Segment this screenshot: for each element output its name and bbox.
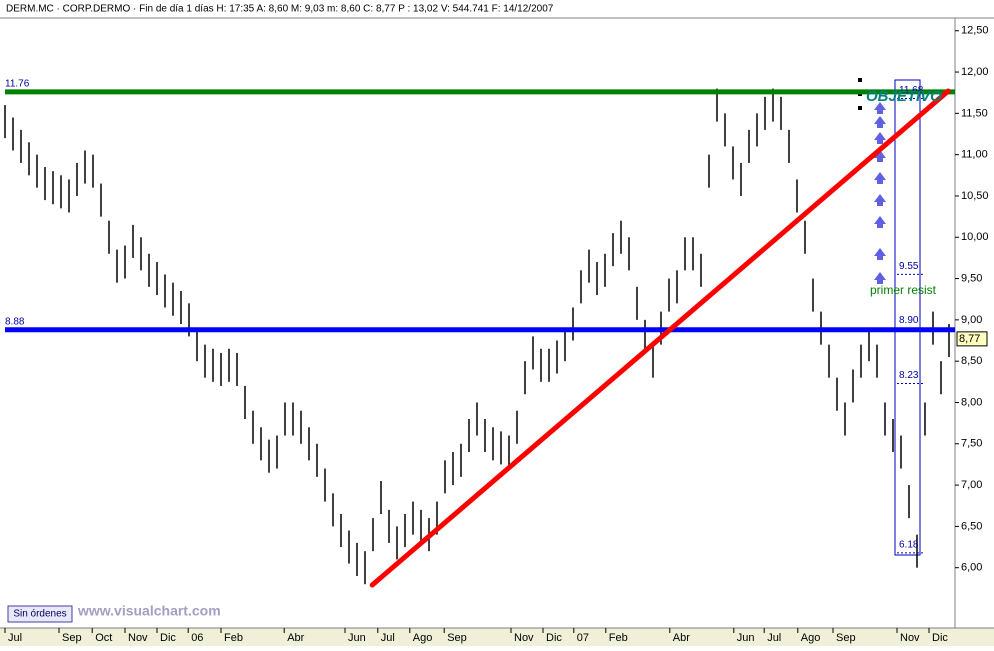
x-tick-label: Jun: [737, 632, 755, 644]
x-tick-label: Dic: [932, 632, 948, 644]
y-tick-label: 12,00: [961, 66, 989, 78]
last-price-box: [956, 331, 988, 347]
last-price: 8,77: [959, 333, 980, 345]
y-tick-label: 7,00: [961, 479, 982, 491]
y-tick-label: 12,50: [961, 25, 989, 37]
button-label[interactable]: Sin órdenes: [13, 609, 66, 620]
x-tick-label: Nov: [900, 632, 920, 644]
range-box: [894, 79, 921, 556]
y-tick-label: 7,50: [961, 438, 982, 450]
watermark: www.visualchart.com: [77, 603, 221, 619]
y-tick-label: 11,00: [961, 149, 988, 161]
x-tick-label: Abr: [287, 632, 304, 644]
x-tick-label: Dic: [160, 632, 176, 644]
x-tick-label: Sep: [62, 632, 82, 644]
x-tick-label: Jul: [381, 632, 395, 644]
x-tick-label: Abr: [673, 632, 690, 644]
button[interactable]: [7, 605, 73, 623]
y-tick-label: 9,50: [961, 272, 982, 284]
header: DERM.MC · CORP.DERMO · Fin de día 1 días…: [6, 4, 554, 15]
level-label: 8.88: [5, 316, 25, 327]
level-value: 8.23: [899, 370, 919, 381]
arrows: [874, 102, 886, 284]
x-tick-label: Nov: [514, 632, 534, 644]
x-tick-label: Feb: [224, 632, 243, 644]
annotation: OBJETIVO: [866, 88, 942, 105]
x-tick-label: Oct: [95, 632, 112, 644]
y-tick-label: 6,00: [961, 562, 982, 574]
y-tick-label: 9,00: [961, 314, 982, 326]
x-tick-label: Dic: [546, 632, 562, 644]
x-tick-label: Ago: [801, 632, 821, 644]
x-tick-label: Jul: [8, 632, 22, 644]
level-value: 11.68: [899, 85, 924, 96]
y-tick-label: 8,00: [961, 396, 982, 408]
x-tick-label: Feb: [609, 632, 628, 644]
x-tick-label: Jul: [767, 632, 781, 644]
level-value: 8.90: [899, 315, 919, 326]
x-tick-label: Sep: [836, 632, 856, 644]
x-tick-label: Nov: [128, 632, 148, 644]
x-axis-strip: [0, 628, 994, 646]
level-value: 9.55: [899, 261, 919, 272]
x-tick-label: Sep: [447, 632, 467, 644]
y-tick-label: 10,00: [961, 231, 989, 243]
y-tick-label: 8,50: [961, 355, 982, 367]
y-tick-label: 6,50: [961, 520, 982, 532]
x-tick-label: Ago: [413, 632, 433, 644]
x-tick-label: 07: [577, 632, 589, 644]
level-label: 11.76: [5, 79, 30, 90]
x-tick-label: Jun: [348, 632, 366, 644]
x-tick-label: 06: [191, 632, 203, 644]
annotation: primer resist: [870, 283, 937, 297]
y-tick-label: 11,50: [961, 107, 988, 119]
y-tick-label: 10,50: [961, 190, 989, 202]
trendline: [369, 88, 951, 588]
level-value: 6.18: [899, 539, 919, 550]
